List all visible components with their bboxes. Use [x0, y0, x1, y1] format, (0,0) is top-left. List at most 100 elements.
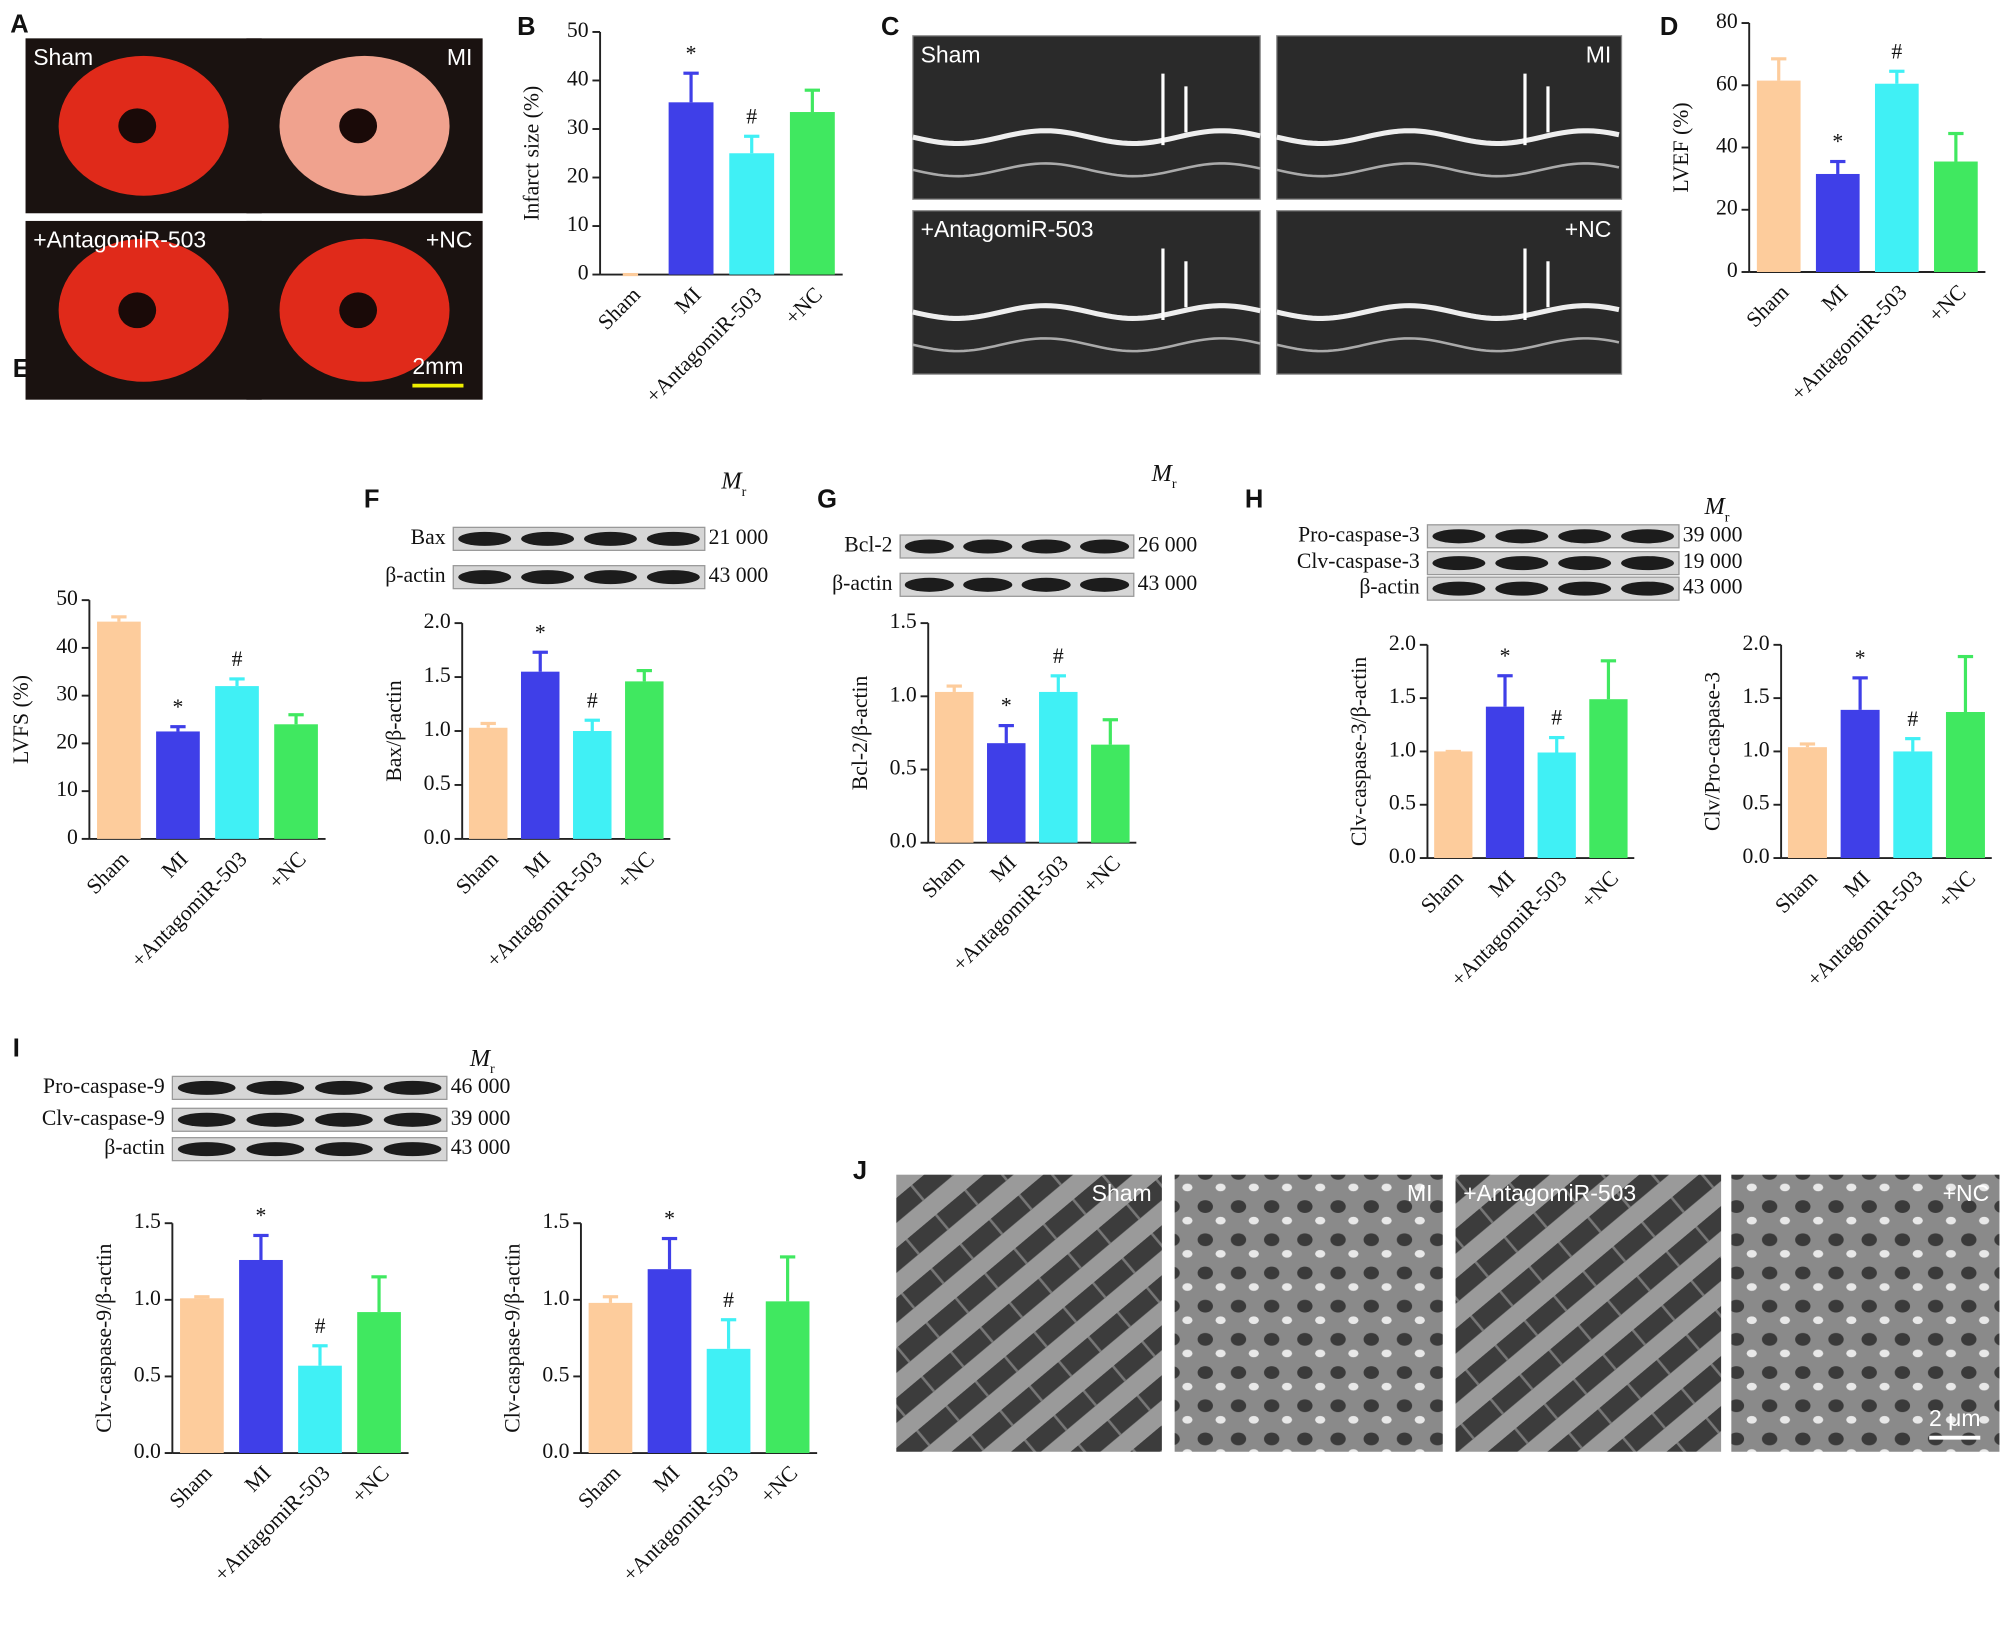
- mr-m: M: [1151, 460, 1174, 487]
- bar: [180, 1298, 224, 1454]
- blot-band: [315, 1112, 373, 1127]
- blot-band: [584, 531, 637, 546]
- bar: [1945, 711, 1985, 859]
- y-tick-label: 40: [56, 634, 78, 658]
- photo-label: MI: [1586, 41, 1612, 67]
- bar: [934, 691, 974, 843]
- mr-r: r: [1725, 510, 1730, 526]
- blot-strip: [1426, 550, 1680, 576]
- bar: [1815, 173, 1860, 273]
- bar: [668, 102, 714, 275]
- blot-weight: 43 000: [1683, 575, 1743, 599]
- echo-wall: [1276, 128, 1620, 147]
- mr-m: M: [469, 1044, 492, 1071]
- blot-band: [246, 1080, 305, 1095]
- significance-mark: *: [1855, 646, 1866, 670]
- panel-label: D: [1660, 13, 1678, 41]
- mr-label: Mr: [1151, 460, 1177, 493]
- blot-band: [383, 1142, 442, 1157]
- bar: [625, 681, 664, 839]
- blot-strip: [452, 565, 706, 590]
- y-tick-label: 0: [578, 261, 589, 285]
- blot-band: [1080, 539, 1130, 554]
- blot-band: [1495, 529, 1549, 544]
- significance-mark: #: [723, 1288, 734, 1312]
- y-tick-label: 0.5: [134, 1362, 161, 1386]
- blot-band: [646, 531, 700, 546]
- echo-wall: [912, 303, 1261, 321]
- significance-mark: #: [1053, 644, 1064, 668]
- y-tick-label: 1.0: [1743, 737, 1770, 761]
- blot-band: [1432, 581, 1486, 596]
- bar: [468, 727, 508, 839]
- bar: [1091, 744, 1130, 843]
- y-tick-label: 1.5: [1389, 684, 1416, 708]
- significance-mark: *: [664, 1207, 675, 1231]
- y-tick-label: 1.0: [424, 717, 451, 741]
- blot-band: [458, 570, 512, 585]
- blot-strip: [452, 526, 706, 551]
- blot-band: [1495, 581, 1549, 596]
- blot-band: [521, 531, 574, 546]
- y-axis-label: Bcl-2/β-actin: [848, 675, 872, 790]
- blot-band: [1621, 581, 1674, 596]
- significance-mark: #: [587, 688, 598, 712]
- y-tick-label: 20: [567, 164, 589, 188]
- blot-band: [584, 570, 637, 585]
- panel-label: A: [10, 10, 28, 38]
- blot-weight: 26 000: [1138, 532, 1198, 556]
- panel-label: J: [853, 1157, 867, 1185]
- blot-weight: 19 000: [1683, 549, 1743, 573]
- significance-mark: *: [256, 1204, 267, 1228]
- panel-label: I: [13, 1034, 20, 1062]
- blot-row-label: β-actin: [385, 563, 446, 587]
- bar: [1893, 751, 1933, 859]
- bar: [1485, 706, 1525, 859]
- bar: [789, 112, 835, 275]
- y-axis-label: LVFS (%): [9, 675, 33, 764]
- y-tick-label: 2.0: [1743, 631, 1770, 655]
- bar: [97, 621, 141, 839]
- echo-wall: [912, 128, 1261, 147]
- y-axis-label: Clv-caspase-9/β-actin: [92, 1243, 116, 1432]
- blot-row-label: Clv-caspase-9: [42, 1106, 165, 1130]
- y-axis-label: LVEF (%): [1669, 102, 1693, 192]
- y-tick-label: 0.0: [1743, 844, 1770, 868]
- bar: [1874, 83, 1919, 273]
- echo-image: [1276, 210, 1623, 375]
- blot-band: [1021, 539, 1071, 554]
- blot-row-label: Bax: [411, 525, 446, 549]
- y-tick-label: 50: [567, 18, 589, 42]
- panel-label: F: [364, 485, 380, 513]
- bar: [765, 1301, 810, 1454]
- blot-band: [963, 577, 1013, 592]
- y-tick-label: 0.5: [1389, 791, 1416, 815]
- blot-band: [1080, 577, 1130, 592]
- bar: [239, 1259, 283, 1454]
- blot-weight: 39 000: [451, 1106, 511, 1130]
- bar: [357, 1312, 401, 1454]
- blot-weight: 43 000: [709, 563, 769, 587]
- bar: [520, 671, 560, 839]
- scale-label: 2 μm: [1929, 1405, 1981, 1431]
- y-tick-label: 0.0: [424, 825, 451, 849]
- blot-strip: [899, 572, 1135, 597]
- photo-label: +NC: [426, 226, 473, 252]
- y-tick-label: 80: [1716, 9, 1738, 33]
- blot-row-label: Clv-caspase-3: [1297, 549, 1420, 573]
- blot-band: [1432, 529, 1486, 544]
- em-image: [896, 1174, 1162, 1452]
- bar: [1840, 709, 1880, 859]
- bar: [573, 731, 612, 839]
- y-axis-label: Clv/Pro-caspase-3: [1701, 672, 1725, 831]
- y-tick-label: 50: [56, 586, 78, 610]
- bar: [647, 1269, 692, 1454]
- echo-wall: [1276, 303, 1620, 321]
- y-axis-label: Clv-caspase-9/β-actin: [501, 1243, 525, 1432]
- heart-lumen: [339, 108, 378, 144]
- bar: [274, 724, 318, 839]
- blot-band: [1495, 556, 1549, 571]
- blot-weight: 43 000: [451, 1135, 511, 1159]
- bar: [706, 1348, 751, 1454]
- y-tick-label: 2.0: [1389, 631, 1416, 655]
